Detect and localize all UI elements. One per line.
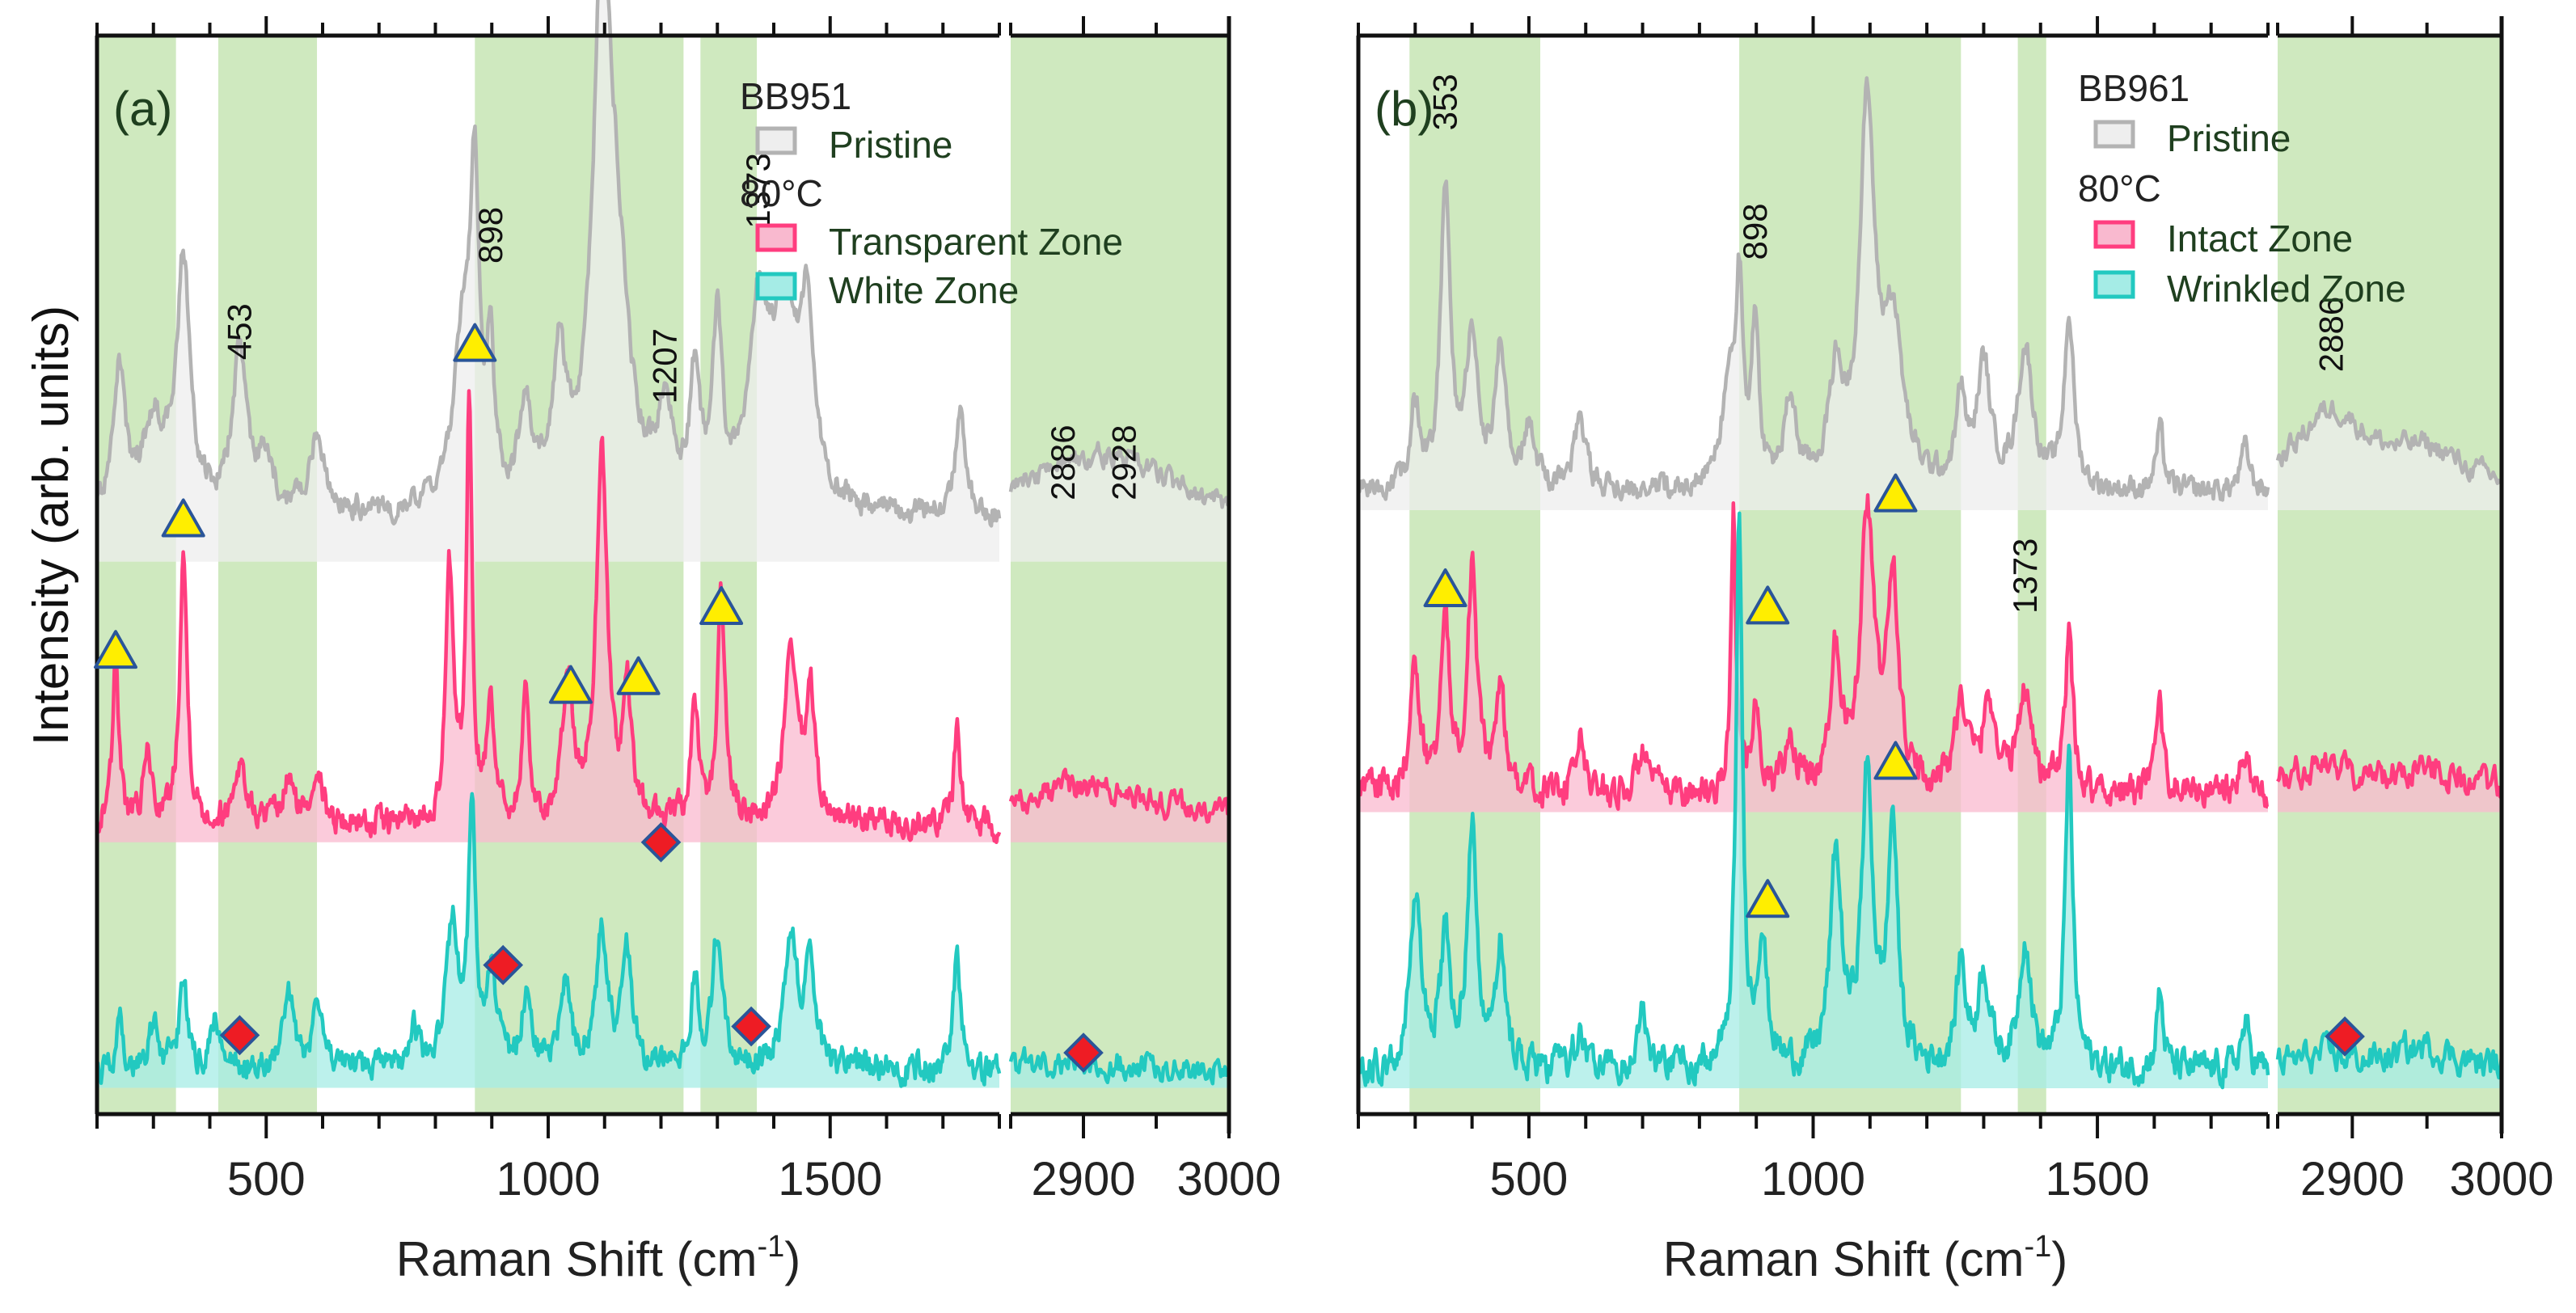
- triangle-marker: [161, 498, 205, 538]
- series-line-pristine: [2275, 399, 2503, 485]
- panel-b: 500 1000 1500 2900 3000 Raman Shift (cm-1) (b)…: [1356, 16, 2554, 1286]
- triangle-marker: [699, 585, 744, 625]
- highlight-band: [2017, 36, 2046, 1114]
- series-fill-zone2: [97, 793, 999, 1088]
- legend-label-pristine: Pristine: [2167, 117, 2291, 159]
- legend-swatch-zone1: [755, 223, 797, 252]
- panel-label: (b): [1375, 82, 1434, 136]
- legend-label-pristine: Pristine: [829, 124, 952, 166]
- triangle-marker: [1746, 879, 1790, 918]
- series-line-zone1: [95, 389, 1002, 845]
- series-fill-zone1: [97, 391, 999, 842]
- x-tick-label: 1500: [778, 1153, 882, 1205]
- x-tick-label: 2900: [2300, 1153, 2405, 1205]
- highlight-band: [1739, 36, 1962, 1114]
- peak-label: 1207: [645, 328, 683, 403]
- legend-label-zone1: Transparent Zone: [829, 221, 1123, 263]
- diamond-marker: [1063, 1032, 1104, 1073]
- series-line-zone2: [1008, 1045, 1231, 1086]
- legend-title: BB951: [740, 75, 851, 117]
- series-line-zone2: [95, 792, 1002, 1088]
- legend-swatch-zone2: [2093, 270, 2135, 299]
- legend-label-zone2: Wrinkled Zone: [2167, 268, 2406, 310]
- x-tick-label: 1500: [2046, 1153, 2150, 1205]
- legend-swatch-zone2: [755, 272, 797, 301]
- series-fill-pristine: [1358, 78, 2268, 510]
- triangle-marker: [1423, 568, 1467, 608]
- series-fill-zone1: [1358, 495, 2268, 813]
- peak-label: 2928: [1104, 424, 1142, 500]
- x-tick-label: 3000: [2449, 1153, 2553, 1205]
- peak-label: 2886: [1044, 424, 1082, 500]
- legend-swatch-pristine: [2093, 120, 2135, 149]
- panel-a: 500 1000 1500 2900 3000 Raman Shift (cm-1) (a)…: [94, 0, 1282, 1286]
- x-axis-label: Raman Shift (cm-1): [396, 1230, 801, 1286]
- legend-subtitle: 80°C: [740, 172, 823, 214]
- highlight-band: [97, 36, 176, 1114]
- x-tick-label: 500: [1490, 1153, 1569, 1205]
- legend-subtitle: 80°C: [2078, 167, 2161, 209]
- series-line-zone2: [1357, 511, 2270, 1090]
- legend-label-zone1: Intact Zone: [2167, 217, 2353, 260]
- highlight-band: [1011, 36, 1229, 1114]
- legend-swatch-pristine: [755, 126, 797, 155]
- highlight-band: [217, 36, 318, 1114]
- peak-label: 2886: [2312, 297, 2350, 372]
- series-fill-pristine: [2278, 401, 2502, 510]
- series-line-zone1: [1008, 767, 1231, 824]
- triangle-marker: [453, 323, 497, 362]
- peak-label: 453: [220, 303, 258, 360]
- highlight-band: [700, 36, 758, 1114]
- series-fill-pristine: [1011, 442, 1229, 562]
- triangle-marker: [94, 630, 138, 669]
- peak-label: 898: [471, 207, 509, 264]
- peak-label: 1373: [2006, 538, 2044, 614]
- triangle-marker: [1873, 741, 1918, 780]
- x-tick-label: 3000: [1176, 1153, 1281, 1205]
- triangle-marker: [1746, 585, 1790, 625]
- series-line-pristine: [1008, 441, 1230, 509]
- peak-label: 353: [1426, 74, 1464, 130]
- series-fill-zone1: [1011, 769, 1229, 842]
- series-line-pristine: [95, 0, 1002, 528]
- x-tick-label: 1000: [1761, 1153, 1865, 1205]
- series-fill-pristine: [97, 0, 999, 562]
- highlight-band: [2278, 36, 2502, 1114]
- series-line-zone1: [1356, 492, 2270, 811]
- x-tick-label: 2900: [1031, 1153, 1135, 1205]
- triangle-marker: [548, 665, 593, 704]
- y-axis-label: Intensity (arb. units): [23, 306, 79, 745]
- x-tick-label: 500: [227, 1153, 306, 1205]
- diamond-marker: [640, 821, 682, 863]
- series-fill-zone2: [1358, 513, 2268, 1088]
- legend-swatch-zone1: [2093, 220, 2135, 249]
- diamond-marker: [731, 1006, 771, 1047]
- diamond-marker: [219, 1015, 260, 1056]
- triangle-marker: [616, 656, 661, 695]
- series-line-zone1: [2276, 749, 2502, 800]
- x-tick-label: 1000: [496, 1153, 600, 1205]
- triangle-marker: [1873, 473, 1918, 513]
- legend-title: BB961: [2078, 67, 2190, 109]
- series-line-pristine: [1356, 76, 2270, 502]
- peak-label: 898: [1736, 203, 1774, 260]
- x-axis-label: Raman Shift (cm-1): [1663, 1230, 2068, 1286]
- series-line-zone2: [2275, 1029, 2504, 1080]
- diamond-marker: [483, 944, 524, 986]
- diamond-marker: [2325, 1016, 2365, 1057]
- panel-label: (a): [113, 82, 172, 136]
- legend-label-zone2: White Zone: [829, 269, 1019, 311]
- highlight-band: [475, 36, 684, 1114]
- peak-label: 1373: [739, 153, 777, 228]
